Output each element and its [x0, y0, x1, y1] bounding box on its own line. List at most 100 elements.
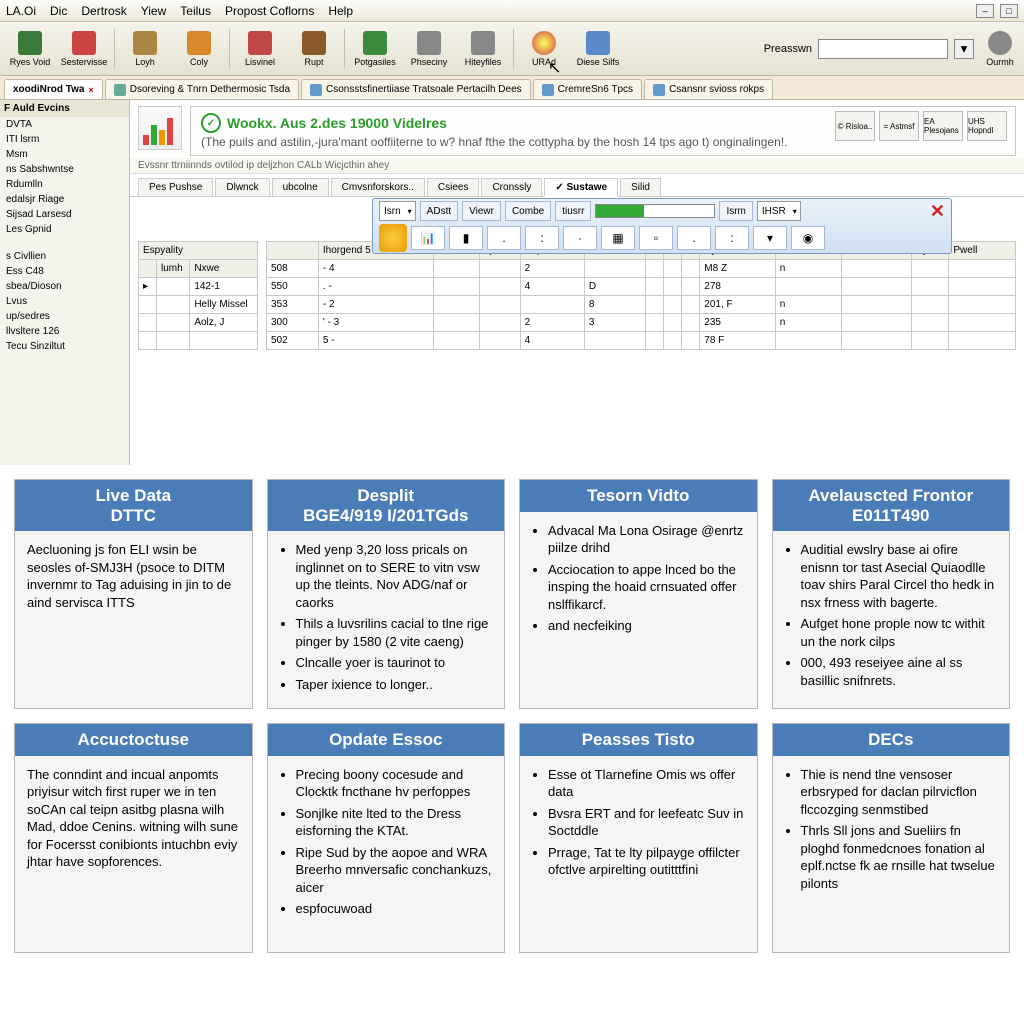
- toolbar-button[interactable]: Hiteyfiles: [457, 25, 509, 73]
- tool-chip[interactable]: ◉: [791, 226, 825, 250]
- sub-tab[interactable]: ubcolne: [272, 178, 329, 196]
- tool-chip[interactable]: 📊: [411, 226, 445, 250]
- cell[interactable]: [645, 314, 663, 332]
- mini-button[interactable]: Viewr: [462, 201, 501, 221]
- close-icon[interactable]: ×: [88, 85, 93, 95]
- sidebar-item[interactable]: Tecu Sinziltut: [0, 339, 129, 354]
- mini-button[interactable]: ADstt: [420, 201, 458, 221]
- cell[interactable]: 2: [520, 314, 584, 332]
- left-grid[interactable]: Espyality lumhNxwe ▸142-1 Helly Missel A…: [138, 241, 258, 350]
- tool-chip[interactable]: :: [715, 226, 749, 250]
- cell[interactable]: [949, 260, 1016, 278]
- column-header[interactable]: Pwell: [949, 242, 1016, 260]
- cell[interactable]: [645, 332, 663, 350]
- cell[interactable]: [912, 314, 949, 332]
- sub-tab[interactable]: Dlwnck: [215, 178, 269, 196]
- cell[interactable]: [663, 296, 681, 314]
- sidebar-item[interactable]: llvsltere 126: [0, 324, 129, 339]
- cell[interactable]: . -: [318, 278, 433, 296]
- tool-chip[interactable]: .: [677, 226, 711, 250]
- sidebar-item[interactable]: ns Sabshwntse: [0, 162, 129, 177]
- toolbar-button[interactable]: Phseciny: [403, 25, 455, 73]
- cell[interactable]: [480, 296, 521, 314]
- cell[interactable]: n: [775, 296, 841, 314]
- sidebar-item[interactable]: ITI lsrm: [0, 132, 129, 147]
- table-row[interactable]: 508- 42M8 Zn: [267, 260, 1016, 278]
- sidebar-item[interactable]: DVTA: [0, 117, 129, 132]
- tab[interactable]: CremreSn6 Tpcs: [533, 79, 642, 99]
- toolbar-button[interactable]: Coly: [173, 25, 225, 73]
- search-dropdown-button[interactable]: ▾: [954, 39, 974, 59]
- menu-item[interactable]: Propost Coflorns: [225, 4, 314, 18]
- cell[interactable]: 2: [520, 260, 584, 278]
- cell[interactable]: [663, 332, 681, 350]
- cell[interactable]: [480, 332, 521, 350]
- toolbar-button[interactable]: Ryes Void: [4, 25, 56, 73]
- floating-toolbar[interactable]: Isrn ADstt Viewr Combe tiusrr Isrm IHSR …: [372, 198, 952, 254]
- cell[interactable]: 300: [267, 314, 319, 332]
- tool-chip[interactable]: ▦: [601, 226, 635, 250]
- action-button[interactable]: © Risloa..: [835, 111, 875, 141]
- sub-tab[interactable]: Csiees: [427, 178, 480, 196]
- chart-thumbnail-icon[interactable]: [138, 106, 182, 150]
- sidebar-item[interactable]: Msm: [0, 147, 129, 162]
- table-row[interactable]: 550. -4D278: [267, 278, 1016, 296]
- tool-chip[interactable]: ▮: [449, 226, 483, 250]
- tool-chip[interactable]: :: [525, 226, 559, 250]
- sidebar-item[interactable]: Rdumlln: [0, 177, 129, 192]
- cell[interactable]: [584, 260, 645, 278]
- cell[interactable]: [480, 260, 521, 278]
- menu-item[interactable]: Dic: [50, 4, 67, 18]
- menu-item[interactable]: Help: [328, 4, 353, 18]
- tool-chip[interactable]: ▾: [753, 226, 787, 250]
- sidebar-item[interactable]: edalsjr Riage: [0, 192, 129, 207]
- toolbar-button[interactable]: Sestervisse: [58, 25, 110, 73]
- cell[interactable]: [645, 260, 663, 278]
- cell[interactable]: n: [775, 314, 841, 332]
- tab[interactable]: Dsoreving & Tnrn Dethermosic Tsda: [105, 79, 299, 99]
- cell[interactable]: [480, 314, 521, 332]
- cell[interactable]: [912, 260, 949, 278]
- cell[interactable]: M8 Z: [700, 260, 775, 278]
- menu-item[interactable]: Dertrosk: [81, 4, 126, 18]
- cell[interactable]: [682, 278, 700, 296]
- cell[interactable]: 502: [267, 332, 319, 350]
- cell[interactable]: [663, 278, 681, 296]
- sidebar-item[interactable]: Lvus: [0, 294, 129, 309]
- cell[interactable]: [663, 260, 681, 278]
- cell[interactable]: [682, 296, 700, 314]
- toolbar-button[interactable]: Rupt: [288, 25, 340, 73]
- cell[interactable]: n: [775, 260, 841, 278]
- sidebar-item[interactable]: s Civllien: [0, 249, 129, 264]
- sub-tab[interactable]: ✓ Sustawe: [544, 178, 618, 197]
- cell[interactable]: 201, F: [700, 296, 775, 314]
- cell[interactable]: [949, 314, 1016, 332]
- cell[interactable]: [645, 296, 663, 314]
- cell[interactable]: [775, 332, 841, 350]
- mini-button[interactable]: tiusrr: [555, 201, 591, 221]
- sidebar-item[interactable]: up/sedres: [0, 309, 129, 324]
- sub-tab[interactable]: Cronssly: [481, 178, 542, 196]
- menu-item[interactable]: Teilus: [180, 4, 211, 18]
- search-input[interactable]: [818, 39, 948, 59]
- tab[interactable]: xoodiNrod Twa×: [4, 79, 103, 99]
- cell[interactable]: [682, 260, 700, 278]
- cell[interactable]: 278: [700, 278, 775, 296]
- cell[interactable]: [480, 278, 521, 296]
- cell[interactable]: - 2: [318, 296, 433, 314]
- toolbar-button[interactable]: Lisvinel: [234, 25, 286, 73]
- cell[interactable]: [520, 296, 584, 314]
- dropdown[interactable]: IHSR: [757, 201, 801, 221]
- cell[interactable]: 5 -: [318, 332, 433, 350]
- menu-item[interactable]: Yiew: [141, 4, 167, 18]
- mini-button[interactable]: Isrm: [719, 201, 752, 221]
- cell[interactable]: [584, 332, 645, 350]
- cell[interactable]: [949, 296, 1016, 314]
- tab[interactable]: Csansnr svioss rokps: [644, 79, 773, 99]
- cell[interactable]: 235: [700, 314, 775, 332]
- cell[interactable]: [842, 314, 912, 332]
- sub-tab[interactable]: Silid: [620, 178, 661, 196]
- action-button[interactable]: EA Plesojans: [923, 111, 963, 141]
- table-row[interactable]: 353- 28201, Fn: [267, 296, 1016, 314]
- cell[interactable]: [645, 278, 663, 296]
